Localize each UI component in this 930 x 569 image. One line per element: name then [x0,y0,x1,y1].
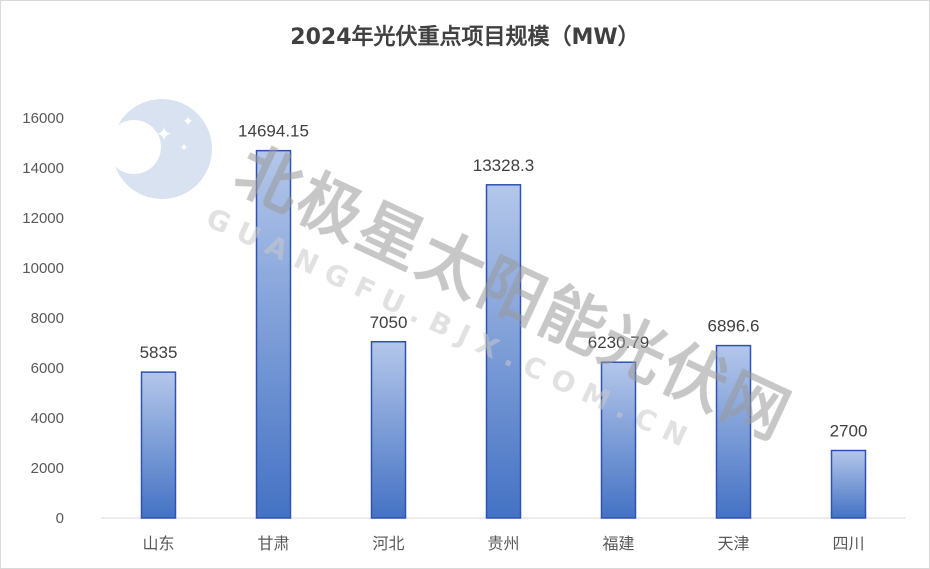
watermark-logo: ✦ ✦ ✦ [107,99,212,199]
bars [140,149,867,519]
y-tick-label: 8000 [31,310,64,327]
star-icon: ✦ [156,124,173,146]
category-label: 贵州 [487,534,519,553]
bar-2 [370,341,407,519]
data-label: 7050 [370,313,408,332]
data-labels: 5835 14694.15 7050 13328.3 6230.79 6896.6 2700 [140,122,868,441]
y-tick-label: 14000 [22,160,64,177]
bar-1 [255,149,292,519]
data-label: 6896.6 [708,317,760,336]
bar-5 [715,344,752,519]
y-tick-label: 16000 [22,110,64,127]
bar-0 [140,371,177,519]
category-label: 福建 [602,534,634,553]
category-label: 天津 [717,534,749,553]
data-label: 13328.3 [473,156,534,175]
bar-6 [830,449,867,519]
data-label: 6230.79 [588,333,649,352]
data-label: 14694.15 [238,122,309,141]
y-axis-ticks: 0 2000 4000 6000 8000 10000 12000 14000 16000 [22,110,64,527]
y-tick-label: 10000 [22,260,64,277]
star-icon: ✦ [179,142,188,154]
bar-4 [600,361,637,519]
chart-title: 2024年光伏重点项目规模（MW） [290,24,639,50]
category-labels: 山东 甘肃 河北 贵州 福建 天津 四川 [142,534,864,553]
watermark: ✦ ✦ ✦ 北极星太阳能光伏网 GUANGFU.BJX.COM.CN [107,99,799,457]
category-label: 甘肃 [257,534,289,553]
y-tick-label: 0 [56,510,64,527]
y-tick-label: 4000 [31,410,64,427]
y-tick-label: 12000 [22,210,64,227]
category-label: 四川 [832,534,864,553]
bar-3 [485,184,522,519]
y-tick-label: 2000 [31,460,64,477]
data-label: 5835 [140,343,178,362]
y-tick-label: 6000 [31,360,64,377]
category-label: 山东 [142,534,174,553]
category-label: 河北 [372,534,404,553]
star-icon: ✦ [182,115,194,130]
data-label: 2700 [830,422,868,441]
